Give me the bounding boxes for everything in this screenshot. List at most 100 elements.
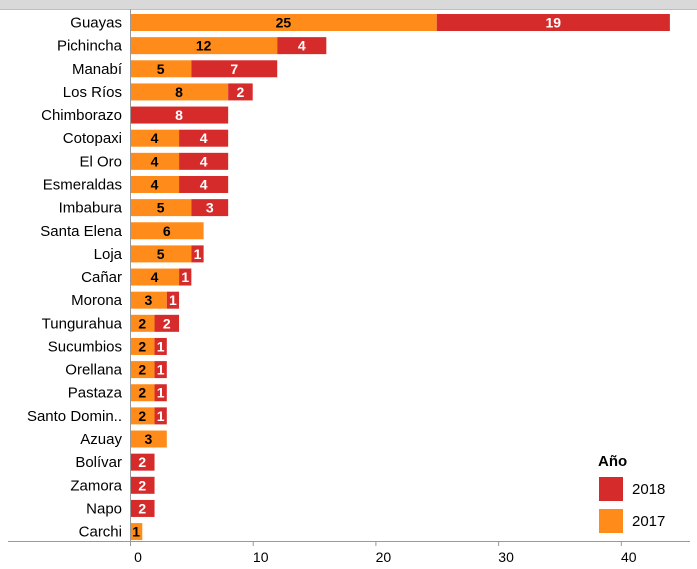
bar-2017[interactable] [130, 291, 167, 309]
category-label: Pastaza [68, 385, 123, 402]
bar-2017[interactable] [130, 384, 155, 402]
category-label: Tungurahua [42, 315, 123, 332]
bar-value-label-2018: 2 [237, 84, 245, 100]
category-label: Santa Elena [40, 223, 122, 240]
bar-value-label-2018: 2 [138, 477, 146, 493]
bar-value-label-2018: 1 [157, 385, 165, 401]
bar-2018[interactable] [179, 129, 229, 147]
bar-value-label-2017: 5 [157, 61, 165, 77]
bar-2018[interactable] [436, 14, 670, 31]
bar-2017[interactable] [130, 407, 155, 425]
bar-value-label-2018: 4 [200, 153, 208, 169]
legend-label-2017: 2017 [632, 513, 665, 530]
bar-value-label-2018: 19 [546, 15, 562, 31]
bar-2018[interactable] [191, 60, 278, 78]
category-label: Santo Domin.. [27, 408, 122, 425]
bar-2018[interactable] [228, 83, 253, 101]
bar-2017[interactable] [130, 222, 204, 240]
bar-value-label-2017: 2 [138, 362, 146, 378]
bar-2018[interactable] [179, 175, 229, 193]
bar-2018[interactable] [130, 453, 155, 471]
bar-value-label-2018: 4 [200, 176, 208, 192]
bar-2017[interactable] [130, 129, 180, 147]
category-label: Loja [94, 246, 123, 263]
bar-2018[interactable] [130, 499, 155, 517]
bar-value-label-2017: 3 [145, 431, 153, 447]
category-label: Napo [86, 500, 122, 517]
bar-value-label-2017: 2 [138, 385, 146, 401]
legend-swatch-2017[interactable] [599, 509, 623, 533]
bar-2018[interactable] [154, 314, 180, 332]
bar-2017[interactable] [130, 14, 437, 31]
category-label: Los Ríos [63, 84, 122, 101]
bar-value-label-2018: 4 [298, 38, 306, 54]
bar-value-label-2017: 5 [157, 246, 165, 262]
top-scroll-bar [0, 0, 697, 10]
category-label: Imbabura [59, 200, 123, 217]
bar-2017[interactable] [130, 83, 229, 101]
bar-2017[interactable] [130, 314, 155, 332]
x-axis-group: 0 10 20 30 40 [8, 9, 690, 565]
bar-value-label-2017: 4 [151, 130, 159, 146]
bar-2017[interactable] [130, 245, 192, 263]
bar-2018[interactable] [130, 476, 155, 494]
bar-value-label-2018: 7 [230, 61, 238, 77]
category-label: Sucumbios [48, 338, 122, 355]
bar-value-label-2017: 8 [175, 84, 183, 100]
category-label: Guayas [70, 15, 122, 32]
bar-2017[interactable] [130, 361, 155, 379]
bar-2017[interactable] [130, 337, 155, 355]
x-tick-label: 40 [621, 549, 637, 565]
legend-group: Año 2018 2017 [598, 453, 665, 533]
bar-2018[interactable] [179, 268, 192, 286]
bar-2017[interactable] [130, 152, 180, 170]
legend-swatch-2018[interactable] [599, 477, 623, 501]
bar-2017[interactable] [130, 523, 143, 541]
bar-2018[interactable] [154, 361, 167, 379]
bar-2018[interactable] [154, 337, 167, 355]
bar-value-label-2018: 2 [163, 315, 171, 331]
category-label: Bolívar [75, 454, 122, 471]
legend-label-2018: 2018 [632, 481, 665, 498]
bar-2017[interactable] [130, 199, 192, 217]
bar-2018[interactable] [154, 407, 167, 425]
bar-value-label-2018: 3 [206, 200, 214, 216]
legend-title: Año [598, 453, 627, 470]
bar-2018[interactable] [166, 291, 180, 309]
category-label: Pichincha [57, 38, 123, 55]
bar-value-label-2017: 3 [145, 292, 153, 308]
bar-2018[interactable] [179, 152, 229, 170]
x-tick-label: 30 [498, 549, 514, 565]
x-tick-label: 10 [253, 549, 269, 565]
bar-value-label-2017: 2 [138, 338, 146, 354]
bar-value-label-2017: 4 [151, 176, 159, 192]
bar-value-label-2018: 4 [200, 130, 208, 146]
bar-value-label-2017: 6 [163, 223, 171, 239]
bar-value-label-2018: 8 [175, 107, 183, 123]
category-label: Chimborazo [41, 107, 122, 124]
category-labels-group: Guayas Pichincha Manabí Los Ríos Chimborazo C… [27, 15, 123, 541]
category-label: Zamora [70, 477, 122, 494]
bar-2017[interactable] [130, 175, 180, 193]
bar-2018[interactable] [130, 106, 229, 124]
bar-2017[interactable] [130, 60, 192, 78]
bar-2017[interactable] [130, 268, 180, 286]
bar-2018[interactable] [154, 384, 167, 402]
bar-2018[interactable] [191, 199, 229, 217]
x-tick-label: 0 [134, 549, 142, 565]
bar-value-label-2017: 2 [138, 408, 146, 424]
bar-2018[interactable] [191, 245, 204, 263]
bar-2017[interactable] [130, 37, 278, 55]
bar-value-label-2018: 1 [157, 408, 165, 424]
category-label: Carchi [79, 524, 122, 541]
bar-2018[interactable] [277, 37, 327, 55]
bar-value-label-2017: 5 [157, 200, 165, 216]
x-tick-label: 20 [376, 549, 392, 565]
category-label: El Oro [79, 153, 122, 170]
bar-value-label-2017: 1 [132, 524, 140, 540]
bar-2017[interactable] [130, 430, 167, 448]
category-label: Cotopaxi [63, 130, 122, 147]
category-label: Orellana [65, 362, 122, 379]
